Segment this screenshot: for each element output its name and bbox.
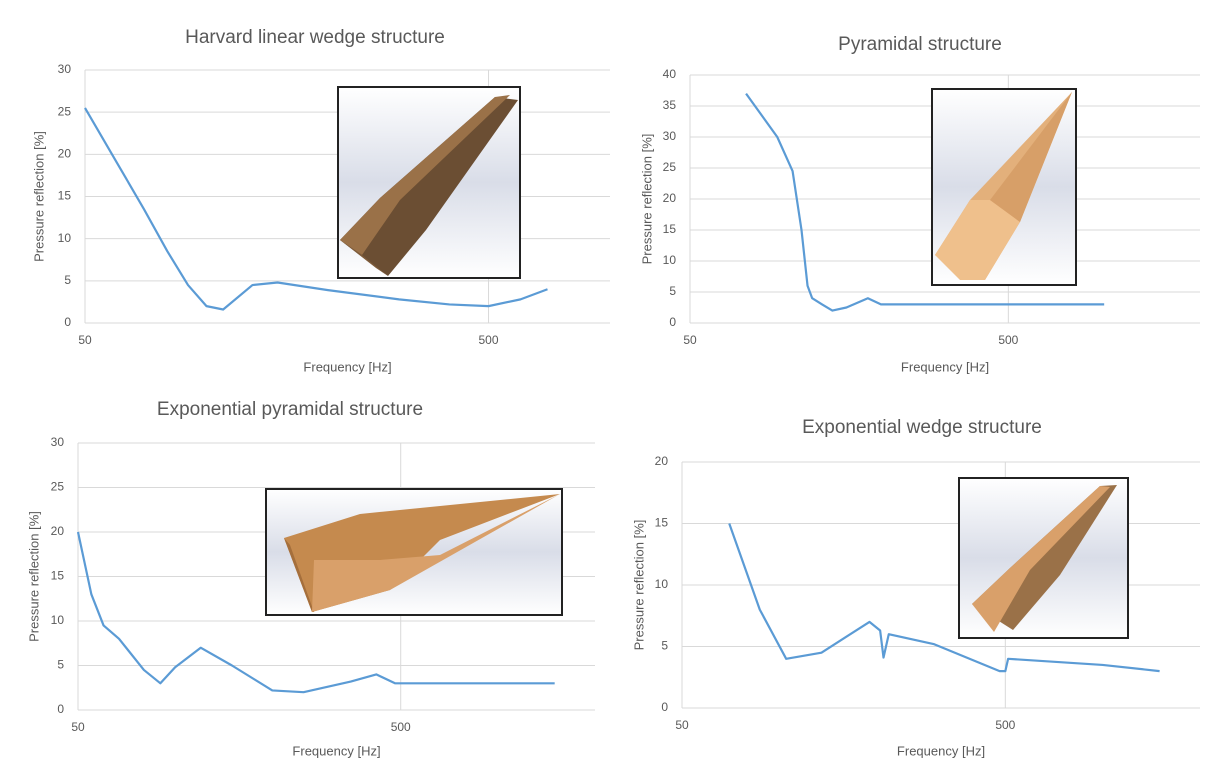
inset-4 [959,478,1128,638]
y-tick-label: 20 [655,454,669,468]
y-tick-label: 15 [58,189,72,203]
y-tick-label: 5 [669,284,676,298]
y-tick-label: 5 [64,273,71,287]
y-tick-label: 5 [661,639,668,653]
chart-title: Exponential wedge structure [802,417,1042,438]
x-tick-label: 50 [71,720,85,734]
y-tick-label: 10 [663,253,677,267]
chart-title: Harvard linear wedge structure [185,27,445,48]
inset-3 [266,489,562,615]
x-tick-label: 50 [675,718,689,732]
y-tick-label: 15 [663,222,677,236]
y-tick-label: 0 [661,700,668,714]
y-axis-title: Pressure reflection [%] [639,134,654,265]
y-axis-title: Pressure reflection [%] [31,131,46,262]
y-axis-title: Pressure reflection [%] [631,520,646,651]
inset-1 [338,87,520,278]
x-tick-label: 50 [683,333,697,347]
y-axis-title: Pressure reflection [%] [26,511,41,642]
y-tick-label: 0 [669,315,676,329]
x-axis-title: Frequency [Hz] [303,359,391,374]
x-axis-title: Frequency [Hz] [901,359,989,374]
chart-title: Exponential pyramidal structure [157,399,423,420]
x-tick-label: 500 [995,718,1015,732]
y-tick-label: 25 [58,104,72,118]
y-tick-label: 10 [51,613,65,627]
y-tick-label: 20 [663,191,677,205]
y-tick-label: 15 [655,516,669,530]
x-tick-label: 500 [391,720,411,734]
x-tick-label: 500 [479,333,499,347]
y-tick-label: 10 [655,577,669,591]
x-tick-label: 500 [998,333,1018,347]
y-tick-label: 20 [58,147,72,161]
y-tick-label: 20 [51,524,65,538]
x-axis-title: Frequency [Hz] [897,743,985,758]
y-tick-label: 0 [64,315,71,329]
x-tick-label: 50 [78,333,92,347]
y-tick-label: 40 [663,67,677,81]
y-tick-label: 25 [663,160,677,174]
x-axis-title: Frequency [Hz] [292,743,380,758]
y-tick-label: 5 [57,658,64,672]
y-tick-label: 30 [51,435,65,449]
inset-2 [932,89,1076,285]
y-tick-label: 10 [58,231,72,245]
chart-title: Pyramidal structure [838,34,1002,55]
y-tick-label: 0 [57,702,64,716]
y-tick-label: 35 [663,98,677,112]
y-tick-label: 30 [663,129,677,143]
y-tick-label: 25 [51,480,65,494]
y-tick-label: 30 [58,62,72,76]
y-tick-label: 15 [51,569,65,583]
figure: 05101520253050500Harvard linear wedge st… [0,0,1208,763]
